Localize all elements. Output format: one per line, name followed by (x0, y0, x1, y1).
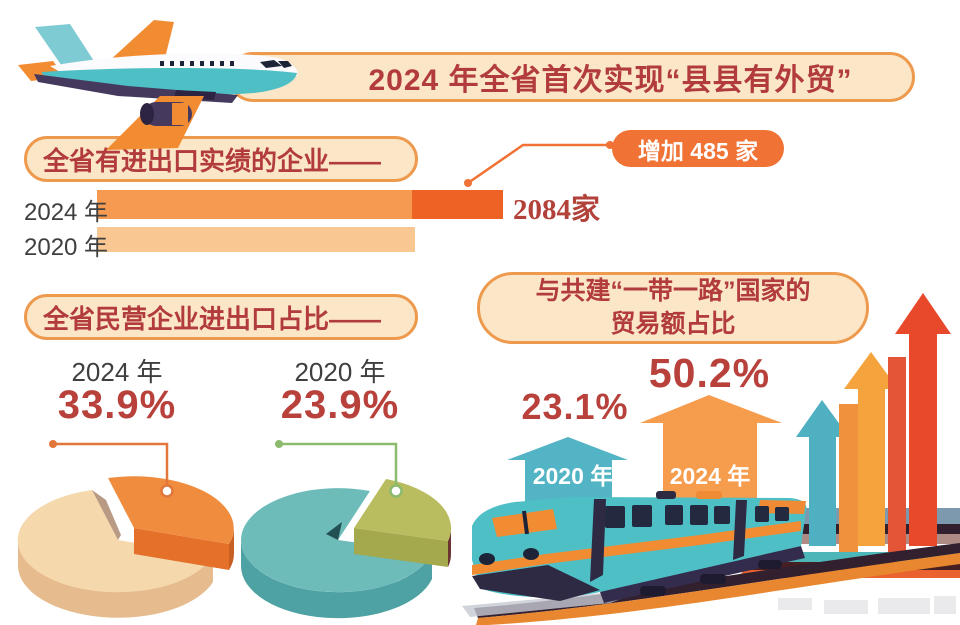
bri-label-line1: 与共建“一带一路”国家的 (535, 277, 811, 305)
rising-arrow-teal (796, 400, 849, 546)
train-car-separator-2 (733, 500, 747, 560)
rising-bar-orange (839, 404, 858, 554)
train-headlight-left (479, 553, 495, 565)
callout-connector (464, 141, 614, 187)
bri-label-line2: 贸易额占比 (610, 310, 736, 338)
train-chin (472, 565, 600, 601)
enterprises-label-pill: 全省有进出口实绩的企业—— (24, 136, 418, 182)
title-banner: 2024 年全省首次实现“县县有外贸” (228, 52, 915, 102)
train-bogies (640, 560, 782, 596)
page-title: 2024 年全省首次实现“县县有外贸” (368, 64, 853, 97)
pie-charts (17, 476, 452, 619)
plane-engine-cap (172, 103, 188, 125)
plane-windows (160, 60, 292, 68)
pie-2024 (17, 476, 234, 618)
train-windshield-divider (522, 510, 529, 535)
private-share-label: 全省民营企业进出口占比—— (43, 303, 382, 334)
arrow-2020-pct: 23.1% (521, 386, 629, 427)
bri-label-pill: 与共建“一带一路”国家的 贸易额占比 (477, 272, 869, 344)
rising-bar-red (888, 357, 906, 555)
train-headlight-right (523, 548, 539, 560)
arrow-2020-year: 2020 年 (532, 463, 614, 489)
rising-arrow-orange (844, 352, 898, 546)
train-icon (472, 491, 807, 603)
pie-2020-year: 2020 年 (294, 357, 386, 387)
airplane-icon (18, 20, 298, 150)
pie-2024-pct: 33.9% (57, 383, 177, 427)
arrow-2020 (507, 437, 628, 502)
bar-year-2024: 2024 年 (24, 199, 109, 226)
arrow-2024-pct: 50.2% (648, 350, 771, 396)
arrow-2024-year: 2024 年 (669, 463, 751, 489)
pie-2024-year: 2024 年 (71, 357, 163, 387)
enterprises-label: 全省有进出口实绩的企业—— (43, 145, 382, 176)
plane-engine-intake (140, 103, 154, 125)
increase-callout-text: 增加 485 家 (637, 137, 759, 164)
pie-2020-pct: 23.9% (280, 383, 400, 427)
private-share-label-pill: 全省民营企业进出口占比—— (24, 294, 418, 340)
reflections (778, 596, 956, 614)
bar-year-2020: 2020 年 (24, 234, 109, 261)
increase-callout-badge: 增加 485 家 (612, 130, 784, 167)
train-side-stripe (472, 521, 801, 575)
arrow-2024 (640, 395, 782, 504)
train-car-separator-1 (590, 499, 606, 582)
train-roof-unit-orange (696, 491, 722, 499)
train-roof-unit-dark (656, 491, 676, 499)
bar-2024 (97, 190, 503, 219)
rising-arrow-red (895, 293, 951, 546)
pie-2020 (240, 479, 452, 619)
rising-arrows-cluster (796, 293, 951, 555)
bar-2020 (97, 227, 415, 252)
bar-2024-value: 2084家 (513, 194, 601, 226)
bar-2024-increase-segment (412, 190, 503, 219)
train-and-arrows-illustration (462, 293, 960, 625)
train-windows (605, 505, 789, 528)
